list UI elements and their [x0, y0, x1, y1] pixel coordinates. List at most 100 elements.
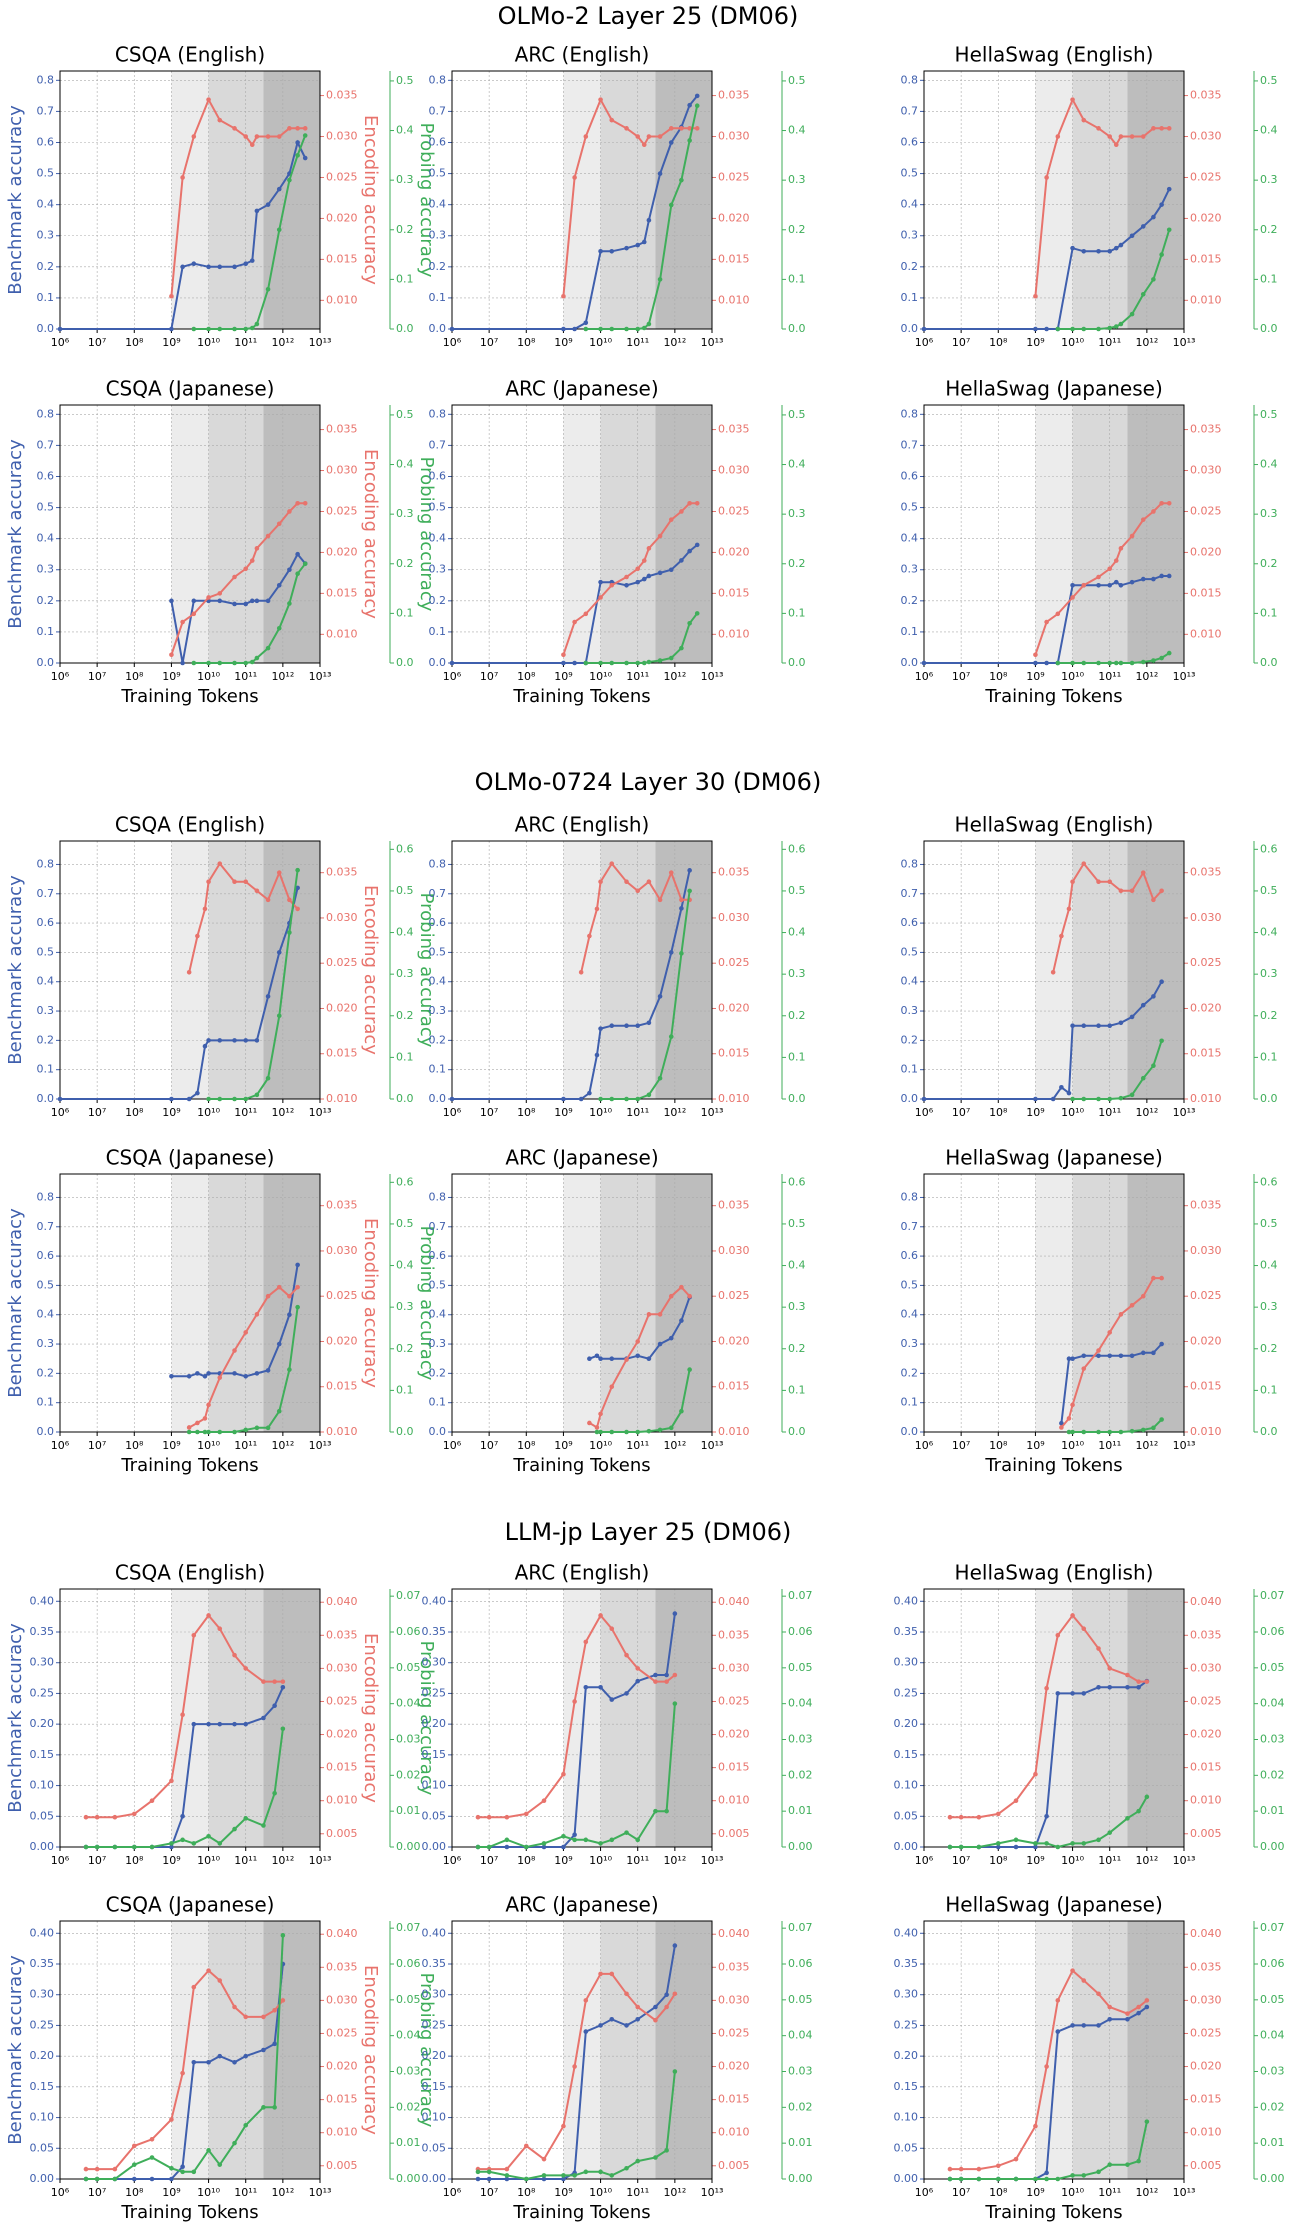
- y-tick-label: 0.2: [429, 260, 447, 273]
- shaded-region: [208, 1589, 264, 1847]
- series-point: [921, 1096, 927, 1102]
- section-title: OLMo-2 Layer 25 (DM06): [498, 2, 799, 30]
- y-tick-label: 0.15: [422, 1748, 447, 1761]
- y2-tick-label: 0.030: [1190, 464, 1222, 477]
- x-tick-label: 10⁶: [443, 1854, 462, 1867]
- series-point: [664, 1808, 669, 1814]
- series-point: [664, 1672, 669, 1678]
- series-point: [635, 1429, 641, 1435]
- x-tick-label: 10¹³: [701, 1854, 724, 1867]
- y-tick-label: 0.35: [422, 1625, 447, 1638]
- series-point: [1151, 509, 1156, 514]
- y-tick-label: 0.15: [894, 1748, 919, 1761]
- y2-tick-label: 0.005: [326, 1827, 358, 1840]
- series-point: [609, 1697, 615, 1702]
- y-tick-label: 0.5: [429, 945, 447, 958]
- series-point: [232, 326, 237, 332]
- series-point: [1013, 1844, 1019, 1850]
- series-point: [295, 1262, 300, 1268]
- y-tick-label: 0.20: [422, 2049, 447, 2062]
- y2-tick-label: 0.010: [718, 627, 750, 640]
- y-tick-label: 0.7: [37, 1220, 55, 1233]
- series-point: [1096, 326, 1101, 332]
- x-tick-label: 10¹³: [1173, 1439, 1196, 1452]
- series-point: [1096, 574, 1101, 580]
- series-point: [523, 1844, 529, 1850]
- series-point: [243, 2014, 249, 2020]
- series-point: [206, 1968, 211, 1973]
- series-point: [232, 2140, 237, 2146]
- y-tick-label: 0.0: [429, 656, 447, 669]
- y-tick-label: 0.5: [901, 167, 919, 180]
- series-point: [169, 598, 174, 604]
- x-tick-label: 10¹³: [701, 2186, 724, 2199]
- series-point: [131, 1844, 137, 1850]
- series-point: [272, 2041, 277, 2047]
- y-tick-label: 0.05: [30, 1809, 55, 1822]
- shaded-region: [1035, 1589, 1073, 1847]
- y3-tick-label: 0.04: [788, 1697, 813, 1710]
- series-point: [249, 558, 255, 563]
- y2-tick-label: 0.015: [326, 1761, 358, 1774]
- series-point: [486, 2169, 492, 2175]
- x-tick-label: 10¹¹: [234, 336, 257, 349]
- series-point: [598, 579, 603, 585]
- x-tick-label: 10⁸: [517, 670, 536, 683]
- series-point: [624, 1691, 629, 1696]
- series-point: [541, 1841, 547, 1846]
- series-point: [149, 1844, 155, 1850]
- y2-tick-label: 0.020: [326, 1001, 358, 1014]
- y3-tick-label: 0.1: [1260, 272, 1278, 285]
- series-point: [169, 1778, 174, 1784]
- y3-tick-label: 0.4: [1260, 458, 1278, 471]
- series-point: [947, 1844, 953, 1850]
- y-tick-label: 0.8: [429, 73, 447, 86]
- series-point: [1136, 1808, 1141, 1814]
- series-point: [1136, 1679, 1141, 1684]
- y2-tick-label: 0.030: [326, 464, 358, 477]
- series-point: [694, 542, 700, 548]
- series-point: [1059, 1084, 1064, 1090]
- series-point: [1118, 660, 1124, 666]
- y2-tick-label: 0.010: [326, 1794, 358, 1807]
- series-point: [206, 1096, 211, 1102]
- series-point: [635, 579, 641, 585]
- series-point: [641, 558, 647, 563]
- series-point: [687, 102, 692, 108]
- series-point: [668, 1335, 674, 1341]
- series-point: [583, 1684, 589, 1690]
- series-point: [1159, 126, 1164, 131]
- series-point: [1159, 1275, 1164, 1281]
- y3-tick-label: 0.3: [1260, 967, 1278, 980]
- x-tick-label: 10⁷: [480, 670, 498, 683]
- y-tick-label: 0.5: [901, 1278, 919, 1291]
- x-tick-label: 10¹¹: [626, 1439, 649, 1452]
- y-tick-label: 0.6: [37, 469, 55, 482]
- series-point: [561, 2173, 566, 2178]
- series-point: [287, 1367, 292, 1372]
- series-point: [186, 1429, 192, 1435]
- series-point: [1129, 660, 1135, 666]
- series-point: [265, 1368, 271, 1373]
- shaded-region: [1035, 405, 1073, 663]
- y-axis-label: Benchmark accuracy: [5, 439, 26, 629]
- shaded-region: [655, 71, 712, 329]
- series-point: [475, 1844, 481, 1850]
- series-point: [1055, 1691, 1061, 1696]
- series-point: [598, 660, 603, 666]
- y2-tick-label: 0.015: [1190, 1761, 1222, 1774]
- panel-title: HellaSwag (English): [955, 1561, 1154, 1585]
- y3-tick-label: 0.4: [788, 124, 806, 137]
- series-point: [295, 126, 300, 131]
- y3-tick-label: 0.5: [396, 884, 414, 897]
- y3-tick-label: 0.5: [1260, 1217, 1278, 1230]
- series-point: [561, 1771, 566, 1777]
- series-point: [646, 1020, 652, 1026]
- shaded-region: [1127, 1921, 1184, 2179]
- series-point: [1033, 652, 1038, 658]
- series-point: [1140, 1002, 1146, 1008]
- y-tick-label: 0.6: [37, 916, 55, 929]
- series-point: [624, 1830, 629, 1835]
- series-point: [191, 2059, 197, 2065]
- series-point: [641, 142, 647, 148]
